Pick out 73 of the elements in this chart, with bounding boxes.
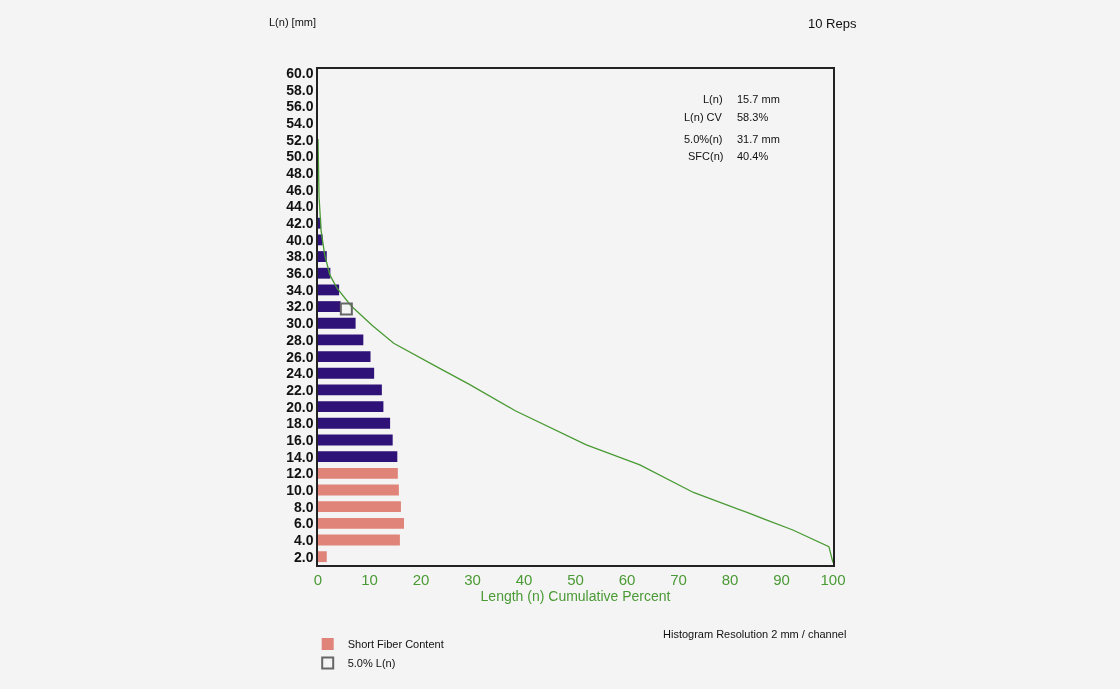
- y-tick-label: 30.0: [286, 315, 314, 332]
- y-tick-label: 56.0: [286, 98, 314, 115]
- bar: [318, 351, 371, 363]
- annotation: L(n) CV: [684, 111, 723, 123]
- y-tick-label: 24.0: [286, 365, 314, 382]
- x-tick-label: 30: [464, 571, 481, 588]
- y-tick-label: 46.0: [286, 181, 314, 198]
- bar: [318, 501, 401, 513]
- y-tick-label: 4.0: [293, 531, 314, 548]
- annotation: 40.4%: [737, 150, 769, 162]
- bar: [318, 384, 382, 396]
- bar: [318, 334, 364, 346]
- y-tick-label: 28.0: [286, 331, 314, 348]
- x-tick-label: 100: [820, 571, 846, 588]
- x-tick-label: 90: [773, 571, 790, 588]
- bar: [318, 301, 341, 312]
- bar: [318, 467, 398, 479]
- y-tick-label: 12.0: [286, 465, 314, 482]
- bar: [318, 267, 331, 279]
- x-tick-label: 60: [618, 571, 636, 588]
- legend-label: 5.0% L(n): [347, 657, 396, 670]
- y-tick-label: 10.0: [286, 481, 314, 498]
- y-tick-label: 8.0: [293, 498, 314, 515]
- bar: [318, 534, 400, 546]
- x-tick-label: 0: [313, 571, 323, 588]
- y-tick-label: 32.0: [286, 298, 314, 315]
- text: 10 Reps: [808, 16, 857, 31]
- bar: [318, 434, 393, 446]
- y-tick-label: 42.0: [286, 215, 314, 232]
- y-tick-label: 44.0: [286, 198, 314, 215]
- y-tick-label: 14.0: [286, 448, 314, 465]
- annotation: 5.0%(n): [684, 133, 723, 145]
- annotation: 58.3%: [737, 111, 769, 123]
- bar: [318, 484, 399, 496]
- x-tick-label: 70: [670, 571, 687, 588]
- text: Histogram Resolution 2 mm / channel: [663, 628, 847, 640]
- x-tick-label: 20: [412, 571, 430, 588]
- bar: [318, 451, 398, 463]
- annotation: 31.7 mm: [737, 133, 780, 145]
- y-tick-label: 16.0: [286, 431, 314, 448]
- y-tick-label: 40.0: [286, 231, 314, 248]
- y-tick-label: 26.0: [286, 348, 314, 365]
- y-tick-label: 48.0: [286, 165, 314, 182]
- y-axis-title: L(n) [mm]: [269, 16, 317, 28]
- y-tick-label: 2.0: [293, 548, 314, 565]
- bar: [318, 401, 384, 413]
- bar: [318, 284, 340, 296]
- y-tick-label: 18.0: [286, 415, 314, 432]
- x-tick-label: 80: [721, 571, 739, 588]
- y-tick-label: 54.0: [286, 115, 314, 132]
- y-tick-label: 50.0: [286, 148, 314, 165]
- bar: [318, 317, 356, 329]
- x-axis-title: Length (n) Cumulative Percent: [480, 588, 671, 604]
- x-tick-label: 40: [515, 571, 533, 588]
- y-tick-label: 58.0: [286, 81, 314, 98]
- x-tick-label: 50: [567, 571, 584, 588]
- bar: [318, 551, 327, 563]
- y-tick-label: 38.0: [286, 248, 314, 265]
- annotation: SFC(n): [688, 150, 724, 162]
- y-tick-label: 22.0: [286, 381, 314, 398]
- bar: [318, 367, 375, 379]
- bar: [318, 417, 391, 429]
- y-tick-label: 36.0: [286, 265, 314, 282]
- y-tick-label: 20.0: [286, 398, 314, 415]
- legend-label: Short Fiber Content: [347, 638, 444, 651]
- y-tick-label: 52.0: [286, 131, 314, 148]
- y-tick-label: 60.0: [286, 65, 314, 82]
- y-tick-label: 34.0: [286, 281, 314, 298]
- x-tick-label: 10: [361, 571, 378, 588]
- bar: [318, 517, 405, 529]
- y-tick-label: 6.0: [293, 515, 314, 532]
- annotation: 15.7 mm: [737, 93, 780, 105]
- annotation: L(n): [703, 93, 723, 105]
